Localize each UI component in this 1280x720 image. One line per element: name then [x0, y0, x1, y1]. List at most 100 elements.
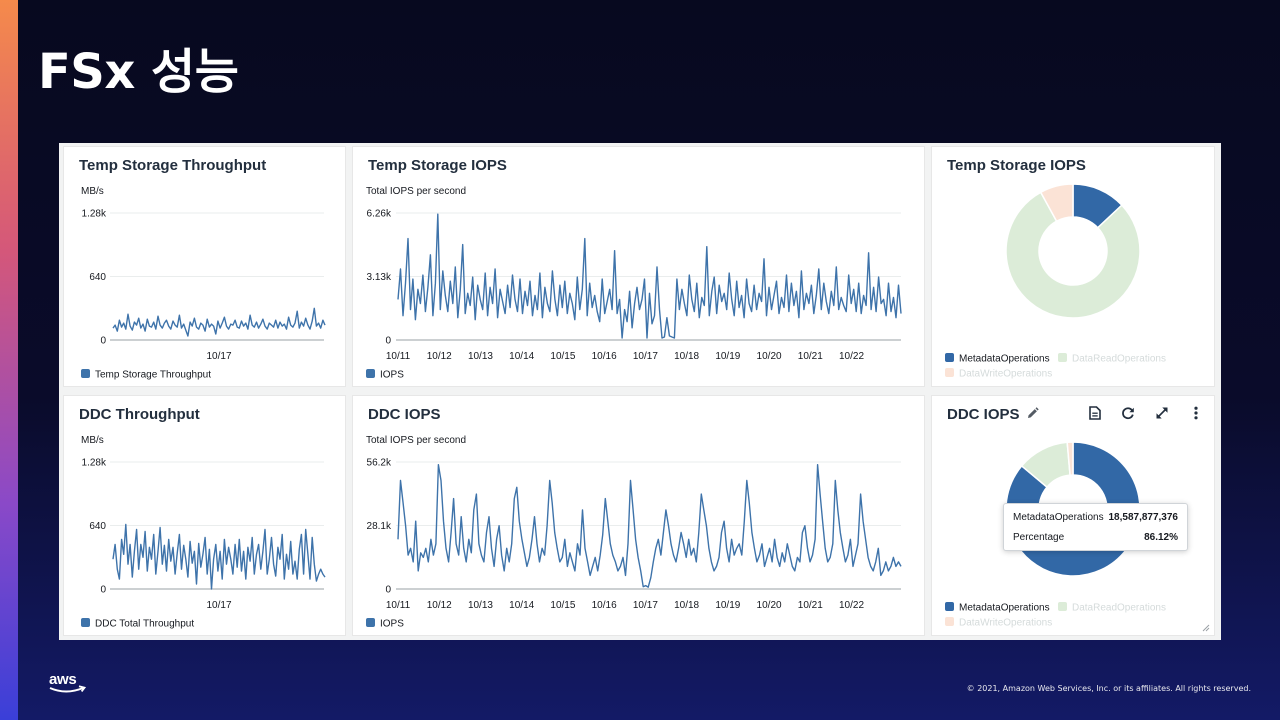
x-tick-label: 10/21 — [798, 600, 823, 611]
x-tick-label: 10/18 — [674, 600, 699, 611]
legend-data-read-operations-swatch — [1058, 353, 1067, 362]
tooltip-label: Percentage — [1013, 532, 1065, 543]
x-tick-label: 10/15 — [550, 600, 575, 611]
chart-temp-storage-iops: Total IOPS per second 6.26k 3.13k 0 10/11 10/… — [366, 186, 902, 381]
x-tick-label: 10/13 — [468, 600, 493, 611]
y-tick-label: 3.13k — [367, 272, 392, 283]
x-tick-label: 10/16 — [592, 351, 617, 362]
widget-title: DDC IOPS — [368, 406, 441, 423]
widget-title: Temp Storage Throughput — [79, 157, 267, 174]
x-tick-label: 10/17 — [633, 351, 658, 362]
y-tick-label: 28.1k — [367, 521, 392, 532]
y-axis-label: MB/s — [81, 186, 104, 197]
slice-data-write-operations — [1039, 183, 1074, 223]
legend-metadata-operations-swatch — [945, 602, 954, 611]
legend-metadata-operations: MetadataOperations — [959, 603, 1050, 614]
slide-title: FSx 성능 — [38, 44, 239, 100]
widget-ddc-throughput[interactable]: DDC Throughput MB/s 1.28k 640 0 10/17 DDC Tot… — [64, 396, 345, 635]
legend-data-write-operations: DataWriteOperations — [959, 369, 1052, 380]
x-tick-label: 10/12 — [427, 351, 452, 362]
chart-tooltip: MetadataOperations 18,587,877,376 Percen… — [1003, 503, 1188, 551]
widget-title: DDC Throughput — [79, 406, 200, 423]
legend-data-read-operations: DataReadOperations — [1072, 354, 1166, 365]
x-tick-label: 10/17 — [206, 351, 231, 362]
tooltip-value: 18,587,877,376 — [1108, 512, 1178, 523]
aws-logo: aws — [49, 671, 87, 693]
series-line — [112, 523, 326, 590]
y-tick-label: 6.26k — [367, 209, 392, 220]
x-tick-label: 10/17 — [206, 600, 231, 611]
resize-handle-icon[interactable] — [1202, 624, 1210, 632]
x-tick-label: 10/13 — [468, 351, 493, 362]
legend-label: IOPS — [380, 370, 404, 381]
series-line — [397, 463, 902, 588]
y-tick-label: 1.28k — [82, 458, 107, 469]
series-line — [112, 307, 326, 337]
y-tick-label: 640 — [89, 272, 106, 283]
x-tick-label: 10/21 — [798, 351, 823, 362]
widget-temp-storage-iops-breakdown[interactable]: Temp Storage IOPS MetadataOperations Data… — [932, 147, 1214, 386]
legend-data-write-operations-swatch — [945, 617, 954, 626]
pencil-icon[interactable] — [1022, 403, 1042, 423]
x-tick-label: 10/22 — [839, 600, 864, 611]
x-tick-label: 10/19 — [715, 351, 740, 362]
legend-label: IOPS — [380, 619, 404, 630]
legend-swatch — [81, 369, 90, 378]
legend-label: Temp Storage Throughput — [95, 370, 211, 381]
y-tick-label: 0 — [100, 336, 106, 347]
accent-bar — [0, 0, 18, 720]
y-tick-label: 1.28k — [82, 209, 107, 220]
chart-ddc-iops: Total IOPS per second 56.2k 28.1k 0 10/11 10/… — [366, 435, 902, 630]
y-tick-label: 0 — [385, 585, 391, 596]
legend-data-read-operations-swatch — [1058, 602, 1067, 611]
y-axis-label: Total IOPS per second — [366, 435, 466, 446]
widget-ddc-iops[interactable]: DDC IOPS Total IOPS per second 56.2k 28.1k… — [353, 396, 924, 635]
cloudwatch-dashboard: Temp Storage Throughput MB/s 1.28k 640 0 10/… — [59, 143, 1221, 640]
y-tick-label: 0 — [100, 585, 106, 596]
tooltip-row-percentage: Percentage 86.12% — [1013, 532, 1178, 543]
tooltip-label: MetadataOperations — [1013, 512, 1104, 523]
legend-metadata-operations: MetadataOperations — [959, 354, 1050, 365]
legend-metadata-operations-swatch — [945, 353, 954, 362]
legend-data-read-operations: DataReadOperations — [1072, 603, 1166, 614]
x-tick-label: 10/11 — [386, 351, 411, 362]
x-tick-label: 10/22 — [839, 351, 864, 362]
x-tick-label: 10/11 — [386, 600, 411, 611]
x-tick-label: 10/17 — [633, 600, 658, 611]
series-line — [397, 213, 902, 339]
legend-data-write-operations-swatch — [945, 368, 954, 377]
x-tick-label: 10/19 — [715, 600, 740, 611]
legend-swatch — [81, 618, 90, 627]
y-tick-label: 640 — [89, 521, 106, 532]
widget-temp-storage-iops[interactable]: Temp Storage IOPS Total IOPS per second 6… — [353, 147, 924, 386]
legend-swatch — [366, 618, 375, 627]
tooltip-row-metadata: MetadataOperations 18,587,877,376 — [1013, 512, 1178, 523]
svg-text:aws: aws — [49, 671, 76, 688]
chart-temp-storage-throughput: MB/s 1.28k 640 0 10/17 Temp Storage Throughpu… — [81, 186, 326, 381]
fullscreen-icon[interactable] — [1152, 403, 1172, 423]
y-axis-label: Total IOPS per second — [366, 186, 466, 197]
x-tick-label: 10/14 — [509, 600, 534, 611]
x-tick-label: 10/20 — [757, 351, 782, 362]
more-vertical-icon[interactable] — [1186, 403, 1206, 423]
copyright-text: © 2021, Amazon Web Services, Inc. or its… — [966, 684, 1251, 693]
x-tick-label: 10/18 — [674, 351, 699, 362]
x-tick-label: 10/20 — [757, 600, 782, 611]
x-tick-label: 10/16 — [592, 600, 617, 611]
refresh-icon[interactable] — [1118, 403, 1138, 423]
tooltip-value: 86.12% — [1144, 532, 1178, 543]
widget-temp-storage-throughput[interactable]: Temp Storage Throughput MB/s 1.28k 640 0 10/… — [64, 147, 345, 386]
x-tick-label: 10/15 — [550, 351, 575, 362]
y-axis-label: MB/s — [81, 435, 104, 446]
widget-title: Temp Storage IOPS — [368, 157, 507, 174]
chart-temp-storage-iops-donut: MetadataOperations DataReadOperations Data… — [945, 183, 1166, 380]
legend-data-write-operations: DataWriteOperations — [959, 618, 1052, 629]
legend-label: DDC Total Throughput — [95, 619, 194, 630]
widget-title: Temp Storage IOPS — [947, 157, 1086, 174]
legend-swatch — [366, 369, 375, 378]
slice-data-read-operations — [1005, 191, 1141, 319]
document-icon[interactable] — [1085, 403, 1105, 423]
y-tick-label: 56.2k — [367, 458, 392, 469]
x-tick-label: 10/14 — [509, 351, 534, 362]
chart-ddc-throughput: MB/s 1.28k 640 0 10/17 DDC Total Throughput — [81, 435, 326, 630]
